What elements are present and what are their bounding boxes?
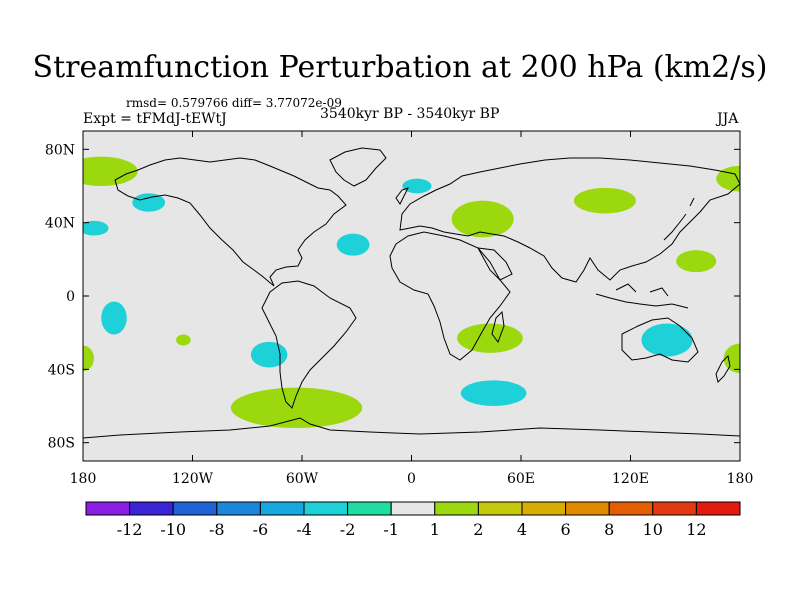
period-label: 3540kyr BP - 3540kyr BP xyxy=(320,106,500,122)
anomaly-subtropical-pacific xyxy=(101,301,127,335)
coastline-arabia xyxy=(477,247,513,281)
stats-text: rmsd= 0.579766 diff= 3.77072e-09 xyxy=(126,96,342,110)
coastline-japan xyxy=(663,197,695,241)
anomaly-north-atlantic xyxy=(336,233,370,256)
lon-tick-label: 180 xyxy=(70,471,97,487)
coastline-south-america xyxy=(261,280,357,409)
lon-tick-label: 180 xyxy=(727,471,754,487)
colorbar-label: 6 xyxy=(561,520,571,539)
colorbar-label: -2 xyxy=(340,520,356,539)
colorbar-swatch xyxy=(695,501,741,516)
colorbar-label: 10 xyxy=(643,520,663,539)
colorbar-label: 8 xyxy=(604,520,614,539)
colorbar-label: 12 xyxy=(686,520,706,539)
colorbar-swatch xyxy=(652,501,697,516)
colorbar-swatch xyxy=(129,501,174,516)
colorbar-label: -1 xyxy=(383,520,399,539)
coastline-greenland xyxy=(329,147,387,187)
anomaly-madagascar xyxy=(457,323,523,353)
lat-tick-label: 40S xyxy=(48,362,75,378)
anomaly-gulf-of-alaska xyxy=(132,193,166,212)
anomaly-north-pacific-east xyxy=(83,220,109,236)
coastline-antarctica xyxy=(83,417,740,439)
lat-tick-label: 0 xyxy=(66,289,75,305)
anomaly-north-pacific-west xyxy=(573,187,636,214)
lon-tick-label: 60E xyxy=(507,471,535,487)
colorbar-swatch xyxy=(521,501,567,516)
colorbar-swatch xyxy=(434,501,479,516)
coastline-uk xyxy=(395,187,409,205)
anomaly-australia xyxy=(641,323,693,357)
colorbar-label: -4 xyxy=(296,520,312,539)
coastline-eurasia xyxy=(399,157,740,283)
anomaly-western-pacific xyxy=(676,250,717,273)
coastline-africa xyxy=(389,231,511,361)
coastline-indonesia xyxy=(595,283,689,309)
colorbar-swatch xyxy=(565,501,610,516)
colorbar-label: -10 xyxy=(160,520,186,539)
colorbar-swatch xyxy=(303,501,349,516)
colorbar-swatch xyxy=(347,501,392,516)
colorbar-swatch xyxy=(216,501,261,516)
lon-tick-label: 120W xyxy=(172,471,214,487)
lon-tick-label: 0 xyxy=(407,471,416,487)
anomaly-eastern-edge-north xyxy=(716,165,740,192)
colorbar-label: -6 xyxy=(253,520,269,539)
anomaly-chile-coast xyxy=(250,341,288,368)
coastline-north-america xyxy=(114,157,347,287)
coastline-australia xyxy=(621,317,699,363)
lat-tick-label: 80S xyxy=(48,436,75,452)
colorbar-swatch xyxy=(172,501,218,516)
colorbar-label: 1 xyxy=(430,520,440,539)
coastline-madagascar xyxy=(491,310,505,344)
anomaly-scandinavia xyxy=(402,178,432,194)
lat-tick-label: 80N xyxy=(45,142,75,158)
colorbar-swatch xyxy=(608,501,654,516)
colorbar-swatch xyxy=(85,501,131,516)
colorbar-label: 2 xyxy=(473,520,483,539)
anomaly-eastern-edge-south xyxy=(723,343,740,373)
anomaly-mediterranean xyxy=(451,200,514,238)
lon-tick-label: 120E xyxy=(612,471,649,487)
colorbar-swatch xyxy=(259,501,305,516)
lat-tick-label: 40N xyxy=(45,216,75,232)
anomaly-southern-indian xyxy=(460,380,527,406)
colorbar-label: -8 xyxy=(209,520,225,539)
colorbar-swatch xyxy=(477,501,523,516)
anomaly-south-pacific-small xyxy=(176,334,191,346)
coastlines xyxy=(83,147,740,439)
anomaly-layer xyxy=(83,156,740,429)
anomaly-pacific-north-west xyxy=(83,156,138,186)
colorbar-label: -12 xyxy=(117,520,143,539)
axis-ticks: 180 120W 60W 0 60E 120E 180 80N 40N 0 40S 80S xyxy=(45,131,753,487)
colorbar: -12 -10 -8 -6 -4 -2 -1 1 2 4 6 8 10 12 xyxy=(85,501,741,539)
experiment-label: Expt = tFMdJ-tEWtJ xyxy=(83,111,227,127)
lon-tick-label: 60W xyxy=(286,471,319,487)
coastline-new-zealand xyxy=(715,354,731,383)
colorbar-swatch xyxy=(390,501,436,516)
plot-title: Streamfunction Perturbation at 200 hPa (… xyxy=(32,50,768,85)
anomaly-drake-passage xyxy=(230,387,363,429)
season-label: JJA xyxy=(717,111,739,127)
colorbar-label: 4 xyxy=(517,520,527,539)
anomaly-western-edge-south xyxy=(83,345,94,372)
